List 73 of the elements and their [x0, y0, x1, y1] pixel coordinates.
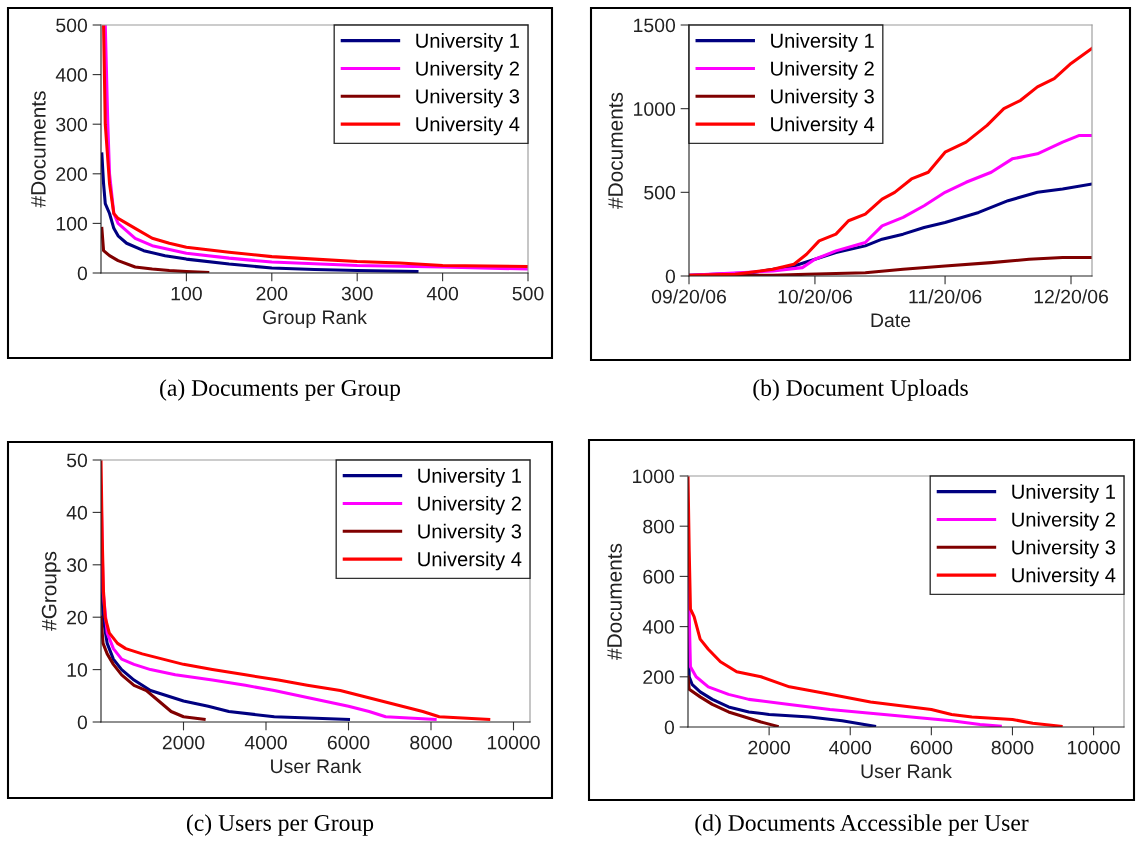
- line-series: [101, 226, 210, 273]
- x-tick-label: 11/20/06: [909, 289, 982, 304]
- x-tick-label: 09/20/06: [651, 289, 726, 304]
- line-series: [101, 615, 206, 721]
- y-tick-label: 100: [56, 216, 88, 231]
- x-tick-label: 4000: [244, 735, 287, 750]
- x-tick-label: 10000: [1068, 740, 1120, 755]
- y-tick-label: 800: [643, 519, 675, 534]
- x-tick-label: 10000: [487, 735, 540, 750]
- text: (d) Documents Accessible per User: [695, 814, 1029, 836]
- y-tick-label: 1000: [634, 102, 676, 116]
- y-axis-title: #Documents: [608, 92, 623, 209]
- x-axis-title: User Rank: [861, 763, 952, 779]
- y-tick-label: 1000: [633, 469, 675, 484]
- legend-label: University 1: [771, 33, 874, 52]
- x-tick-label: 2000: [748, 740, 790, 755]
- legend-label: University 2: [771, 60, 874, 80]
- legend-label: University 2: [418, 495, 521, 515]
- x-tick-label: 12/20/06: [1034, 289, 1108, 304]
- text: (b) Document Uploads: [753, 379, 968, 401]
- y-tick-label: 0: [77, 266, 88, 281]
- legend-label: University 4: [1012, 567, 1116, 587]
- y-tick-label: 50: [66, 453, 88, 468]
- legend-label: University 3: [418, 523, 522, 543]
- y-tick-label: 0: [77, 715, 88, 730]
- legend-label: University 2: [1012, 511, 1115, 531]
- legend-label: University 3: [1012, 539, 1116, 559]
- y-tick-label: 500: [56, 18, 88, 33]
- legend-label: University 1: [1012, 484, 1115, 503]
- line-series: [688, 675, 779, 727]
- x-tick-label: 300: [341, 286, 373, 301]
- legend-label: University 4: [418, 551, 522, 571]
- x-axis-title: Date: [871, 313, 911, 328]
- y-axis-title: #Groups: [41, 551, 61, 631]
- x-axis-title: User Rank: [271, 758, 362, 774]
- legend-label: University 1: [416, 33, 519, 52]
- y-tick-label: 400: [55, 68, 88, 82]
- legend-label: University 2: [416, 60, 519, 80]
- x-tick-label: 500: [512, 286, 544, 301]
- line-series: [101, 152, 419, 273]
- x-tick-label: 100: [171, 286, 202, 301]
- legend-label: University 3: [771, 88, 874, 108]
- x-tick-label: 200: [256, 286, 288, 301]
- x-tick-label: 8000: [991, 740, 1034, 755]
- y-tick-label: 400: [642, 620, 675, 634]
- y-tick-label: 0: [665, 269, 676, 284]
- y-axis-title: #Documents: [31, 91, 46, 208]
- legend-label: University 4: [416, 116, 520, 136]
- x-tick-label: 6000: [910, 740, 953, 755]
- y-tick-label: 1500: [634, 18, 676, 33]
- text: (c) Users per Group: [186, 814, 374, 836]
- y-tick-label: 600: [643, 569, 675, 584]
- x-tick-label: 2000: [162, 735, 205, 750]
- x-tick-label: 8000: [410, 735, 452, 750]
- y-tick-label: 200: [56, 167, 88, 182]
- y-tick-label: 500: [644, 185, 676, 200]
- y-axis-title: #Documents: [607, 543, 622, 660]
- y-tick-label: 300: [56, 117, 88, 132]
- legend-label: University 1: [418, 468, 521, 487]
- legend-label: University 4: [771, 116, 875, 136]
- y-tick-label: 0: [664, 720, 675, 735]
- y-tick-label: 40: [66, 505, 88, 520]
- y-tick-label: 200: [643, 670, 675, 685]
- x-axis-title: Group Rank: [263, 309, 367, 328]
- y-tick-label: 10: [67, 663, 88, 677]
- x-tick-label: 400: [426, 286, 459, 301]
- x-tick-label: 10/20/06: [778, 289, 852, 304]
- x-tick-label: 6000: [327, 735, 370, 750]
- text: (a) Documents per Group: [160, 379, 401, 401]
- legend-label: University 3: [416, 88, 520, 108]
- y-tick-label: 20: [67, 610, 88, 625]
- y-tick-label: 30: [66, 558, 88, 573]
- x-tick-label: 4000: [829, 740, 872, 755]
